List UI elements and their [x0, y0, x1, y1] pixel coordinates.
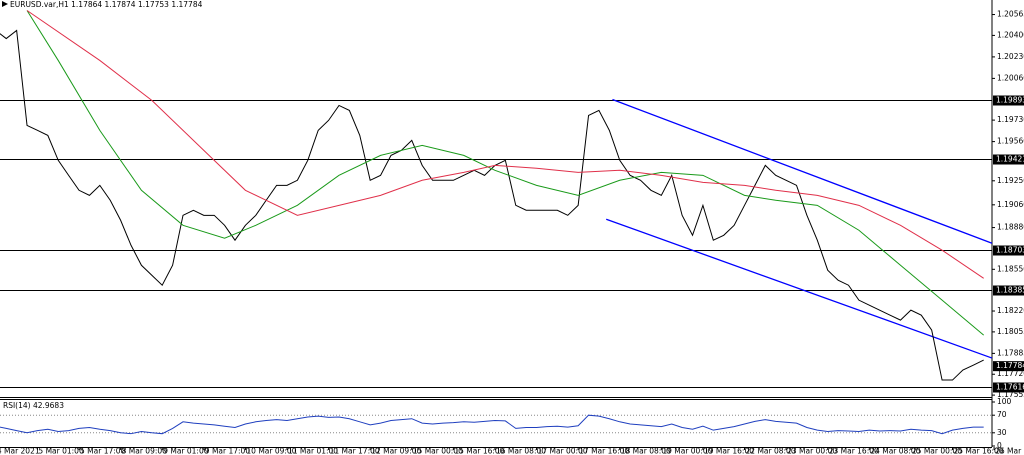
- x-tick-label: 25 Mar 16:00: [953, 447, 1003, 455]
- y-tick-label: 70: [997, 410, 1007, 419]
- y-tick-label: 1.19060: [997, 200, 1024, 209]
- x-tick-label: 17 Mar 00:00: [538, 447, 588, 455]
- x-tick-label: 18 Mar 08:00: [621, 447, 671, 455]
- price-line: [0, 414, 984, 435]
- x-tick-label: 23 Mar 16:00: [829, 447, 879, 455]
- y-tick-label: 0: [997, 441, 1002, 450]
- x-tick-label: 22 Mar 08:00: [746, 447, 796, 455]
- level-label: 1.18703: [996, 246, 1024, 255]
- y-tick-label: 1.20565: [997, 10, 1024, 19]
- y-tick-label: 1.17720: [997, 369, 1024, 378]
- price-line: [0, 29, 984, 381]
- series-line: [26, 10, 985, 336]
- x-tick-label: 19 Mar 16:00: [704, 447, 754, 455]
- y-tick-label: 1.19250: [997, 176, 1024, 185]
- x-tick-label: 24 Mar 08:00: [870, 447, 920, 455]
- x-tick-label: 15 Mar 16:00: [454, 447, 504, 455]
- x-tick-label: 11 Mar 01:00: [288, 447, 338, 455]
- x-tick-label: 5 Mar 17:00: [80, 447, 126, 455]
- level-label-box: [993, 382, 1024, 393]
- x-tick-label: 4 Mar 2021: [0, 447, 40, 455]
- y-tick-label: 1.19560: [997, 137, 1024, 146]
- x-tick-label: 10 Mar 09:00: [246, 447, 296, 455]
- level-label: 1.17616: [996, 383, 1024, 392]
- current-price-label: 1.17784: [996, 361, 1024, 370]
- channel-line: [612, 98, 993, 244]
- y-tick-label: 100: [997, 397, 1012, 406]
- y-tick-label: 1.17555: [997, 390, 1024, 399]
- x-tick-label: 17 Mar 16:00: [579, 447, 629, 455]
- level-label-box: [993, 154, 1024, 165]
- level-label-box: [993, 245, 1024, 256]
- x-tick-label: 26 Mar 08:00: [995, 447, 1024, 455]
- level-label-box: [993, 285, 1024, 296]
- y-tick-label: 1.18055: [997, 327, 1024, 336]
- channel-line: [605, 218, 993, 359]
- symbol-marker: [2, 1, 8, 7]
- series-line: [26, 10, 984, 279]
- x-tick-label: 23 Mar 00:00: [787, 447, 837, 455]
- level-label: 1.19893: [996, 96, 1024, 105]
- level-label: 1.18385: [996, 286, 1024, 295]
- level-label: 1.19421: [996, 155, 1024, 164]
- y-tick-label: 1.19730: [997, 115, 1024, 124]
- rsi-title: RSI(14) 42.9683: [3, 401, 64, 410]
- current-price-box: [993, 361, 1024, 372]
- y-tick-label: 1.17885: [997, 348, 1024, 357]
- y-tick-label: 1.18880: [997, 223, 1024, 232]
- x-tick-label: 9 Mar 01:00: [163, 447, 209, 455]
- chart-title: EURUSD.var,H1 1.17864 1.17874 1.17753 1.…: [10, 0, 203, 9]
- x-tick-label: 5 Mar 01:00: [38, 447, 84, 455]
- y-tick-label: 1.20230: [997, 52, 1024, 61]
- y-tick-label: 30: [997, 428, 1007, 437]
- x-tick-label: 25 Mar 00:00: [912, 447, 962, 455]
- x-tick-label: 11 Mar 17:00: [330, 447, 380, 455]
- x-tick-label: 16 Mar 08:00: [496, 447, 546, 455]
- y-tick-label: 1.18220: [997, 306, 1024, 315]
- x-tick-label: 15 Mar 00:00: [413, 447, 463, 455]
- y-tick-label: 1.20060: [997, 73, 1024, 82]
- y-tick-label: 1.18550: [997, 264, 1024, 273]
- x-tick-label: 9 Mar 17:00: [205, 447, 251, 455]
- level-label-box: [993, 95, 1024, 106]
- y-tick-label: 1.20400: [997, 30, 1024, 39]
- x-tick-label: 12 Mar 09:00: [371, 447, 421, 455]
- x-tick-label: 8 Mar 09:00: [122, 447, 168, 455]
- x-tick-label: 19 Mar 00:00: [662, 447, 712, 455]
